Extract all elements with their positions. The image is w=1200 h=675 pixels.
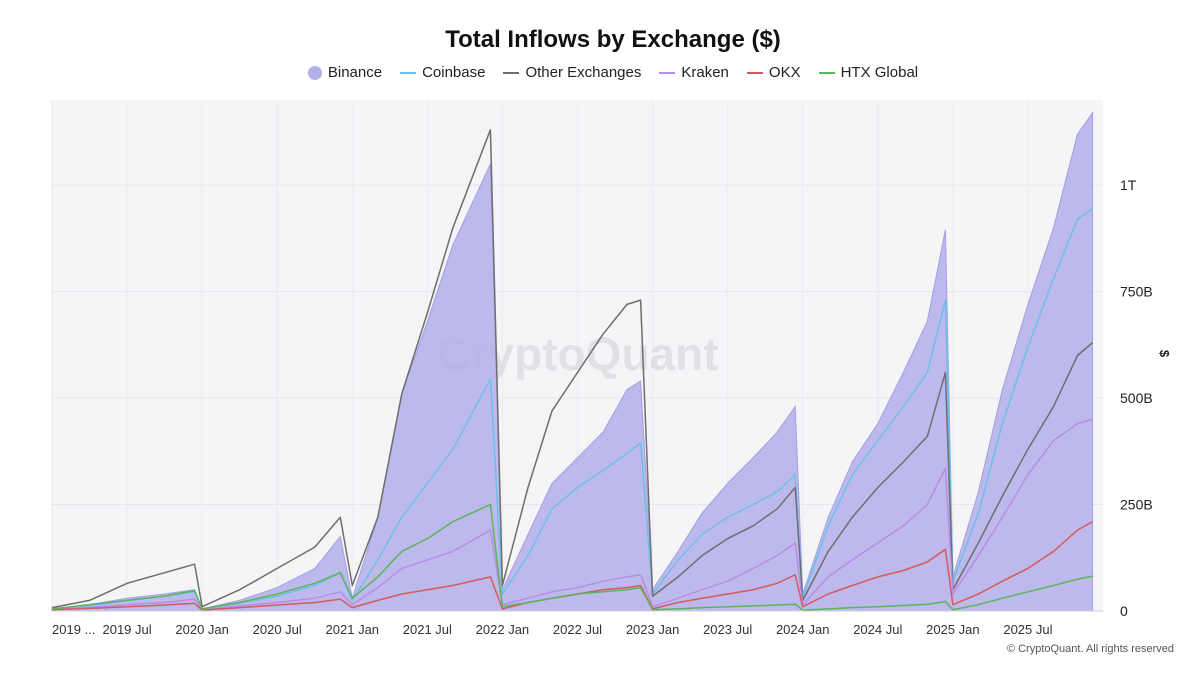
legend-item[interactable]: Binance xyxy=(307,64,383,81)
y-tick-label: 750B xyxy=(1120,284,1153,300)
x-tick-label: 2023 Jul xyxy=(703,622,752,637)
series-area-binance xyxy=(51,111,1094,612)
x-tick-label: 2020 Jul xyxy=(253,622,302,637)
legend-label: Coinbase xyxy=(422,64,486,81)
series-line-okx xyxy=(51,520,1093,611)
legend-swatch xyxy=(659,71,676,74)
legend-swatch xyxy=(503,71,520,74)
x-tick-label: 2023 Jan xyxy=(626,622,680,637)
series-line-coinbase xyxy=(51,207,1093,610)
x-tick-label: 2022 Jul xyxy=(553,622,602,637)
y-tick-label: 1T xyxy=(1120,177,1137,193)
x-tick-label: 2024 Jul xyxy=(853,622,902,637)
legend-swatch xyxy=(307,65,322,80)
x-tick-label: 2019 Jul xyxy=(102,622,151,637)
legend-label: HTX Global xyxy=(840,64,919,81)
legend-label: Binance xyxy=(327,64,383,81)
legend-swatch xyxy=(818,71,835,74)
legend-label: Other Exchanges xyxy=(525,64,642,81)
legend-label: Kraken xyxy=(681,64,729,81)
legend-label: OKX xyxy=(768,64,801,81)
x-tick-label: 2020 Jan xyxy=(175,622,229,637)
legend-item[interactable]: Kraken xyxy=(659,64,729,81)
legend-swatch xyxy=(400,71,417,74)
legend-item[interactable]: Coinbase xyxy=(400,64,485,81)
chart-legend: Binance Coinbase Other Exchanges Kraken OKX H… xyxy=(0,64,1200,81)
x-tick-label: 2025 Jul xyxy=(1003,622,1052,637)
legend-item[interactable]: OKX xyxy=(746,64,801,81)
copyright-notice: © CryptoQuant. All rights reserved xyxy=(1006,643,1174,655)
x-tick-label: 2025 Jan xyxy=(926,622,980,637)
series-line-other-exchanges xyxy=(51,129,1093,609)
y-tick-label: 0 xyxy=(1120,603,1128,619)
chart-title: Total Inflows by Exchange ($) xyxy=(445,26,781,53)
legend-item[interactable]: Other Exchanges xyxy=(503,64,641,81)
x-tick-label: 2024 Jan xyxy=(776,622,830,637)
y-axis-label: $ xyxy=(1157,349,1173,358)
series-line-kraken xyxy=(51,418,1093,611)
y-tick-label: 250B xyxy=(1120,497,1153,513)
x-tick-label: 2022 Jan xyxy=(476,622,530,637)
x-tick-label: 2021 Jan xyxy=(326,622,380,637)
series-line-htx-global xyxy=(51,503,1093,611)
x-tick-label: 2019 ... xyxy=(52,622,95,637)
legend-swatch xyxy=(746,71,763,74)
legend-item[interactable]: HTX Global xyxy=(818,64,919,81)
y-tick-label: 500B xyxy=(1120,390,1153,406)
x-tick-label: 2021 Jul xyxy=(403,622,452,637)
